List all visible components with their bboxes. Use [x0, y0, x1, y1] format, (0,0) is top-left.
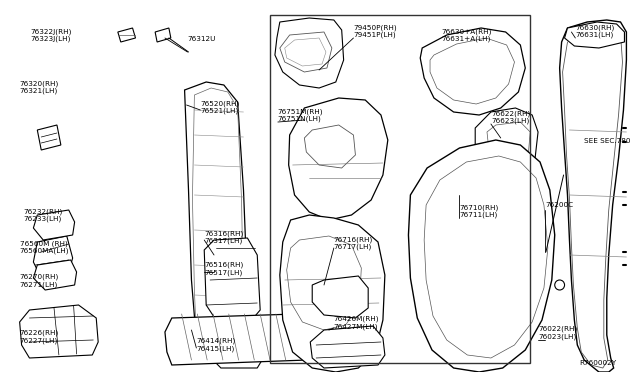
Text: 76226(RH)
76227(LH): 76226(RH) 76227(LH): [20, 330, 59, 344]
Polygon shape: [33, 236, 73, 278]
Text: R760002Y: R760002Y: [579, 360, 616, 366]
Polygon shape: [476, 108, 538, 175]
Polygon shape: [312, 276, 368, 318]
Polygon shape: [559, 20, 627, 372]
Polygon shape: [155, 28, 171, 42]
Text: 76716(RH)
76717(LH): 76716(RH) 76717(LH): [334, 236, 373, 250]
Text: 76200C: 76200C: [545, 202, 573, 208]
Polygon shape: [204, 238, 260, 325]
Bar: [270, 15, 530, 363]
Text: 76516(RH)
76517(LH): 76516(RH) 76517(LH): [204, 262, 243, 276]
Polygon shape: [165, 312, 365, 365]
Text: 76232(RH)
76233(LH): 76232(RH) 76233(LH): [24, 208, 63, 222]
Text: SEE SEC.780: SEE SEC.780: [584, 138, 630, 144]
Text: 76316(RH)
76317(LH): 76316(RH) 76317(LH): [204, 230, 243, 244]
Polygon shape: [275, 18, 344, 88]
Polygon shape: [33, 210, 75, 240]
Text: 76022(RH)
76023(LH): 76022(RH) 76023(LH): [538, 326, 577, 340]
Text: 76560M (RH)
76560MA(LH): 76560M (RH) 76560MA(LH): [20, 240, 69, 254]
Text: 76520(RH)
76521(LH): 76520(RH) 76521(LH): [200, 100, 239, 114]
Text: 76320(RH)
76321(LH): 76320(RH) 76321(LH): [20, 80, 59, 94]
Polygon shape: [289, 98, 388, 220]
Text: 76622(RH)
76623(LH): 76622(RH) 76623(LH): [491, 110, 530, 124]
Circle shape: [555, 280, 564, 290]
Text: 76426M(RH)
76427M(LH): 76426M(RH) 76427M(LH): [334, 316, 380, 330]
Polygon shape: [420, 28, 525, 115]
Text: 76414(RH)
76415(LH): 76414(RH) 76415(LH): [196, 338, 236, 352]
Text: 79450P(RH)
79451P(LH): 79450P(RH) 79451P(LH): [353, 24, 397, 38]
Polygon shape: [33, 260, 77, 290]
Text: 76270(RH)
76271(LH): 76270(RH) 76271(LH): [20, 274, 59, 288]
Text: 76751M(RH)
76751N(LH): 76751M(RH) 76751N(LH): [278, 108, 323, 122]
Polygon shape: [208, 318, 265, 368]
Polygon shape: [564, 22, 625, 48]
Polygon shape: [280, 215, 385, 372]
Polygon shape: [184, 82, 248, 362]
Text: 76312U: 76312U: [188, 36, 216, 42]
Polygon shape: [37, 125, 61, 150]
Text: 76322J(RH)
76323J(LH): 76322J(RH) 76323J(LH): [31, 28, 72, 42]
Text: 76630(RH)
76631(LH): 76630(RH) 76631(LH): [575, 24, 614, 38]
Polygon shape: [408, 140, 555, 372]
Text: 76630+A(RH)
76631+A(LH): 76630+A(RH) 76631+A(LH): [442, 28, 492, 42]
Polygon shape: [20, 305, 98, 358]
Polygon shape: [310, 326, 385, 368]
Polygon shape: [118, 28, 136, 42]
Text: 76710(RH)
76711(LH): 76710(RH) 76711(LH): [460, 204, 499, 218]
